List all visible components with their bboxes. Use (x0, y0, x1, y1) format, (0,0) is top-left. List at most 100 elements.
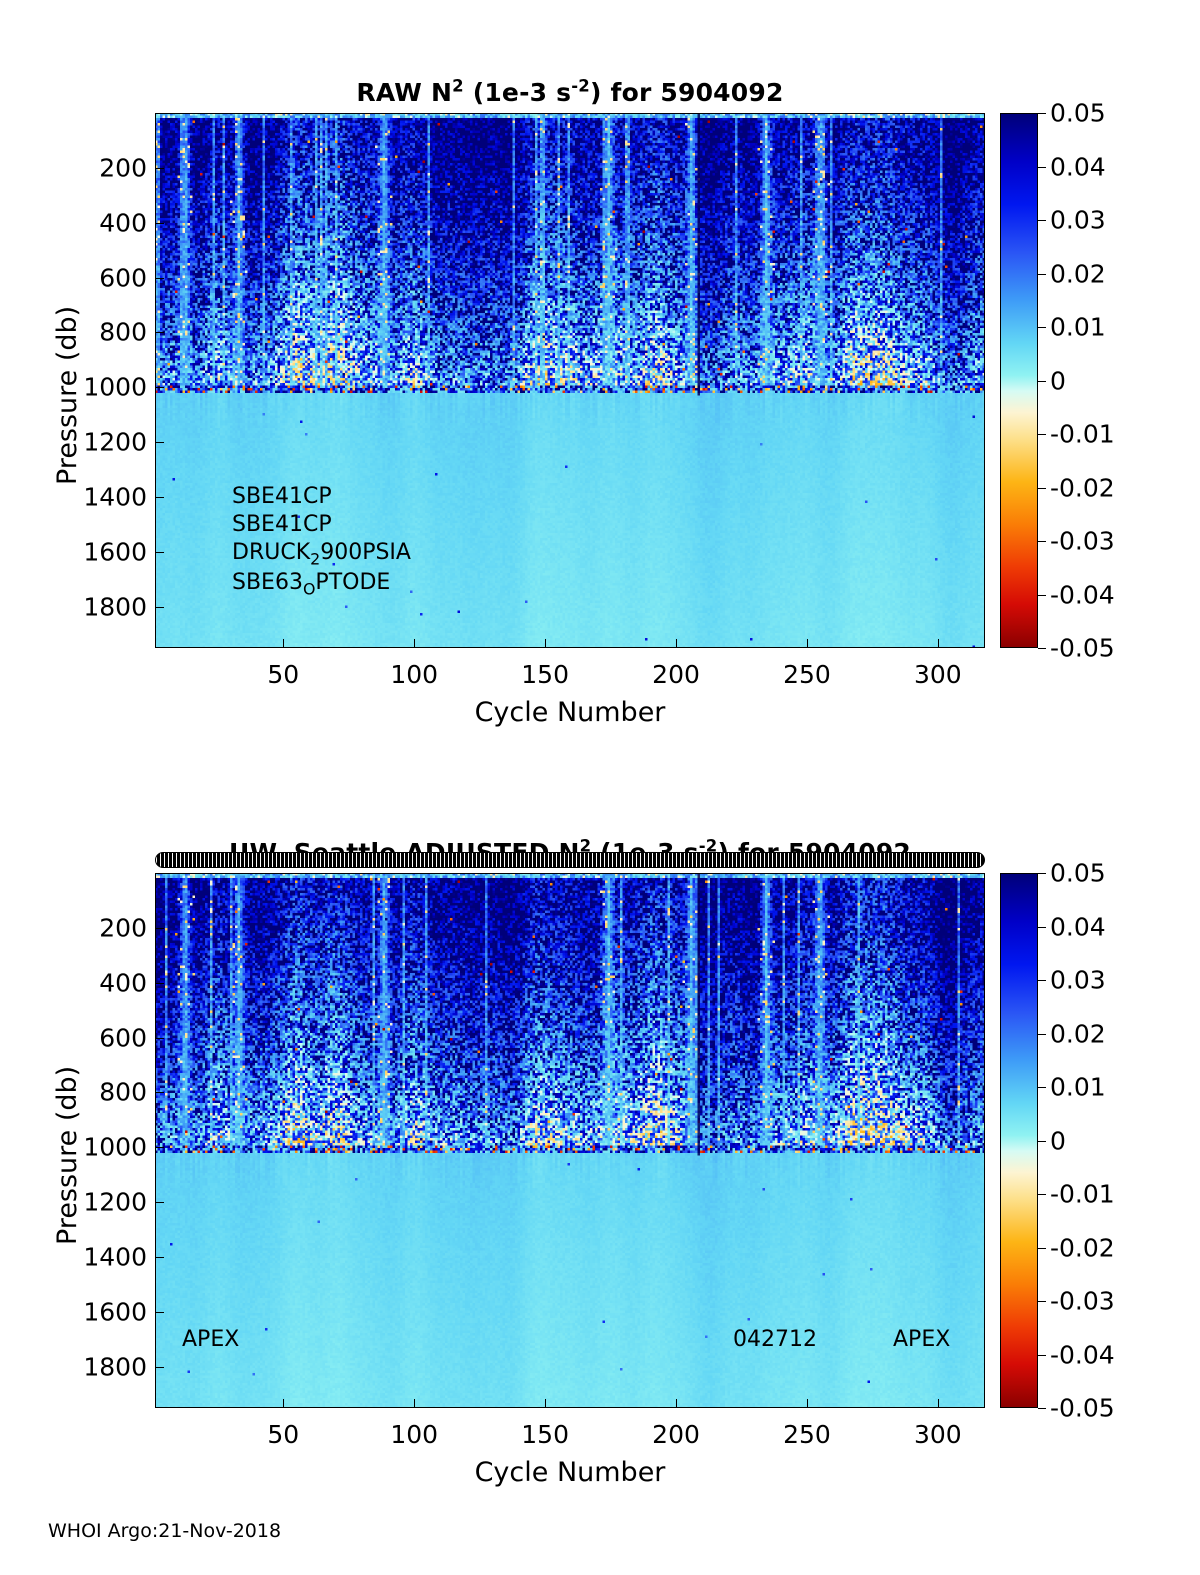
colorbar-tick-label: -0.04 (1050, 1340, 1115, 1369)
colorbar-tick-mark (1038, 1140, 1046, 1142)
colorbar-tick-mark (1038, 1033, 1046, 1035)
x-tick-label: 50 (267, 660, 300, 689)
y-tick-label: 1400 (83, 482, 147, 512)
heatmap-plot-adjusted (155, 873, 985, 1408)
annotation-sensor-pressure: DRUCK2900PSIA (232, 540, 411, 569)
y-tick-mark (155, 1366, 164, 1368)
colorbar-tick-label: 0.01 (1050, 1072, 1106, 1102)
x-tick-label: 150 (521, 660, 569, 689)
colorbar-tick-mark (1038, 487, 1046, 489)
colorbar-tick-label: -0.05 (1050, 1393, 1115, 1423)
colorbar-tick-mark (1038, 380, 1046, 382)
annotation-deployment-code: 042712 (733, 1327, 817, 1352)
y-tick-label: 1000 (83, 1132, 147, 1162)
x-tick-label: 250 (783, 1420, 831, 1449)
colorbar-tick-label: 0.01 (1050, 312, 1106, 342)
footer-credit: WHOI Argo:21-Nov-2018 (48, 1520, 282, 1542)
x-tick-mark (676, 639, 678, 648)
title-superscript-1: 2 (452, 76, 464, 96)
y-axis-ticks-adjusted: 200 400 600 800 1000 1200 1400 1600 1800 (55, 873, 147, 1408)
colorbar-tick-mark (1038, 113, 1046, 114)
y-tick-label: 1200 (83, 427, 147, 457)
y-tick-mark (155, 332, 164, 334)
colorbar-tick-mark (1038, 434, 1046, 435)
colorbar-tick-label: 0 (1050, 1126, 1066, 1155)
y-tick-mark (155, 222, 164, 224)
colorbar-tick-mark (1038, 1247, 1046, 1249)
y-tick-mark (155, 1092, 164, 1094)
colorbar-tick-label: -0.01 (1050, 1179, 1115, 1209)
colorbar-adjusted (1000, 873, 1038, 1408)
colorbar-tick-mark (1038, 873, 1046, 874)
annotation-sensor-ctd-2: SBE41CP (232, 512, 332, 537)
colorbar-tick-label: 0.02 (1050, 259, 1106, 288)
colorbar-tick-mark (1038, 926, 1046, 928)
title-text-pre: RAW N (356, 78, 453, 107)
colorbar-tick-label: 0.05 (1050, 98, 1106, 128)
x-tick-mark (283, 1399, 285, 1408)
colorbar-tick-mark (1038, 220, 1046, 221)
y-tick-mark (155, 387, 164, 389)
y-tick-mark (155, 1202, 164, 1204)
y-tick-mark (155, 442, 164, 444)
heatmap-plot-raw (155, 113, 985, 648)
y-tick-label: 200 (99, 913, 147, 943)
y-axis-ticks-raw: 200 400 600 800 1000 1200 1400 1600 1800 (55, 113, 147, 648)
x-tick-label: 200 (652, 1420, 700, 1449)
y-tick-mark (155, 551, 164, 553)
y-tick-label: 600 (99, 1023, 147, 1053)
y-tick-mark (155, 167, 164, 169)
colorbar-tick-label: -0.05 (1050, 633, 1115, 663)
x-tick-label: 200 (652, 660, 700, 689)
colorbar-tick-mark (1038, 1087, 1046, 1088)
colorbar-tick-label: 0.02 (1050, 1019, 1106, 1048)
y-tick-label: 1400 (83, 1242, 147, 1272)
colorbar-tick-label: 0.04 (1050, 152, 1106, 181)
y-tick-mark (155, 927, 164, 929)
colorbar-tick-mark (1038, 594, 1046, 596)
annotation-druck-pre: DRUCK (232, 540, 311, 565)
x-tick-label: 300 (914, 660, 962, 689)
x-tick-mark (937, 639, 939, 648)
y-tick-label: 1600 (83, 1297, 147, 1327)
panel-adjusted: UW, Seattle ADJUSTED N2 (1e-3 s-2) for 5… (0, 760, 1200, 1520)
colorbar-tick-mark (1038, 1354, 1046, 1356)
cycle-marker-band (155, 852, 985, 868)
y-tick-label: 800 (99, 1077, 147, 1107)
colorbar-tick-label: -0.02 (1050, 1233, 1115, 1262)
colorbar-tick-mark (1038, 273, 1046, 275)
x-axis-label-adjusted: Cycle Number (474, 1457, 666, 1488)
x-tick-mark (545, 1399, 547, 1408)
colorbar-tick-mark (1038, 166, 1046, 168)
colorbar-tick-mark (1038, 1408, 1046, 1409)
x-tick-mark (414, 1399, 416, 1408)
x-axis-label-raw: Cycle Number (474, 697, 666, 728)
annotation-druck-sub: 2 (310, 549, 321, 569)
colorbar-tick-label: 0.03 (1050, 205, 1106, 235)
colorbar-tick-mark (1038, 541, 1046, 542)
y-tick-label: 1800 (83, 1352, 147, 1382)
colorbar-tick-mark (1038, 327, 1046, 328)
panel-raw: RAW N2 (1e-3 s-2) for 5904092 SBE41CP SB… (0, 0, 1200, 760)
colorbar-tick-label: -0.04 (1050, 580, 1115, 609)
colorbar-tick-label: -0.01 (1050, 419, 1115, 449)
y-tick-label: 1600 (83, 537, 147, 567)
x-tick-mark (937, 1399, 939, 1408)
colorbar-tick-label: 0.03 (1050, 965, 1106, 995)
x-tick-label: 250 (783, 660, 831, 689)
colorbar-tick-label: 0.05 (1050, 858, 1106, 888)
y-tick-label: 400 (99, 208, 147, 238)
y-tick-mark (155, 1257, 164, 1259)
title-text-mid: (1e-3 s (463, 78, 572, 107)
colorbar-tick-mark (1038, 648, 1046, 649)
x-tick-mark (676, 1399, 678, 1408)
y-tick-label: 400 (99, 968, 147, 998)
colorbar-tick-label: -0.02 (1050, 473, 1115, 502)
colorbar-tick-label: -0.03 (1050, 1286, 1115, 1316)
x-tick-mark (283, 639, 285, 648)
x-tick-mark (414, 639, 416, 648)
annotation-platform-left: APEX (182, 1327, 240, 1352)
y-tick-label: 600 (99, 263, 147, 293)
annotation-sbe63-sub: O (302, 579, 316, 599)
y-tick-mark (155, 982, 164, 984)
